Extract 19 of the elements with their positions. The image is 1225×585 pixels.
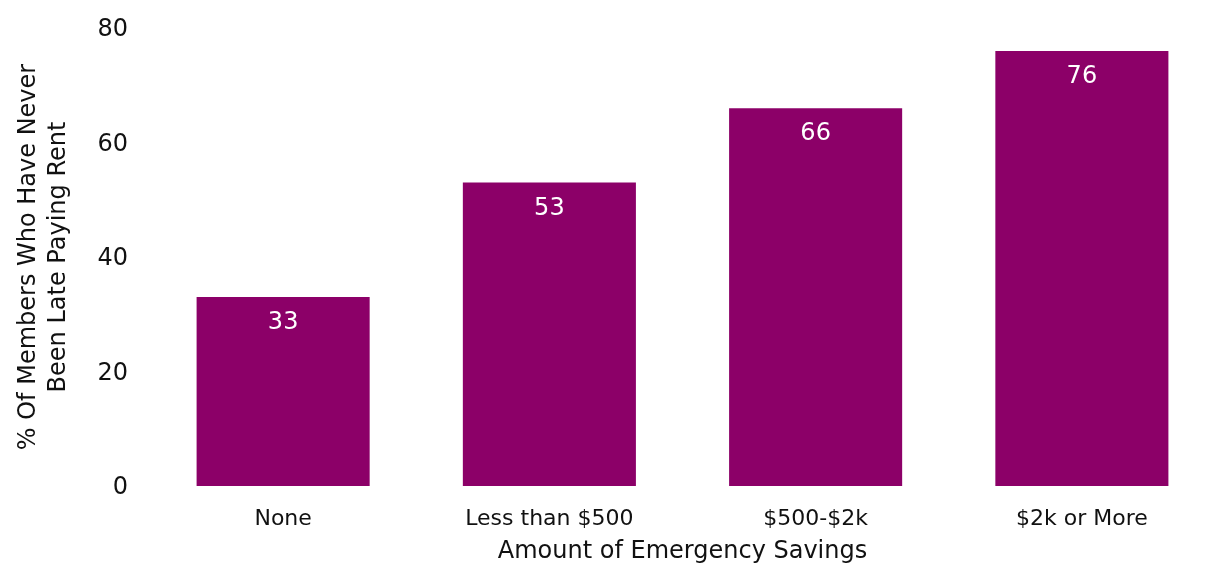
x-tick-label: None	[254, 504, 312, 530]
x-axis-title: Amount of Emergency Savings	[497, 536, 868, 564]
y-tick-label: 80	[97, 14, 128, 42]
data-label: 66	[800, 118, 831, 147]
y-tick-label: 40	[97, 243, 128, 271]
x-tick-label: Less than $500	[465, 504, 634, 530]
data-label: 33	[267, 307, 299, 336]
data-label: 76	[1066, 60, 1098, 89]
y-tick-label: 60	[97, 128, 128, 157]
x-tick-label: $2k or More	[1015, 504, 1148, 530]
x-tick-label: $500-$2k	[763, 504, 869, 530]
data-label: 53	[534, 192, 565, 221]
y-tick-label: 20	[97, 357, 128, 386]
y-axis-title: % Of Members Who Have Never Been Late Paying Rent	[13, 63, 71, 451]
bar	[729, 108, 903, 486]
bar	[196, 297, 370, 486]
bar	[995, 50, 1169, 486]
bar	[462, 182, 636, 486]
y-tick-label: 0	[112, 472, 128, 500]
